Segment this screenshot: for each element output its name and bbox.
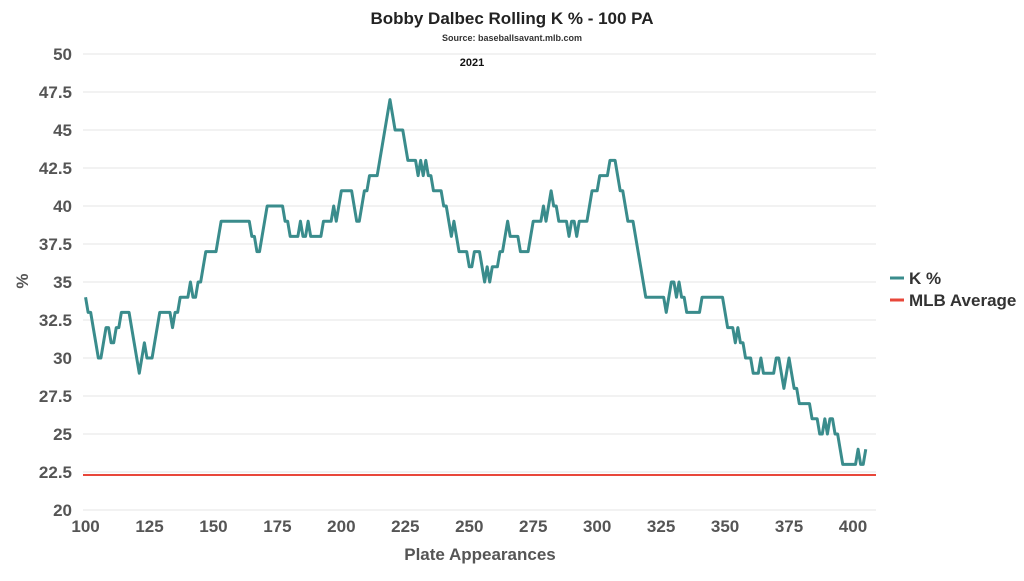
y-tick-label: 20 — [53, 501, 72, 520]
x-tick-label: 275 — [519, 517, 547, 536]
y-tick-label: 32.5 — [39, 311, 72, 330]
x-axis-ticks: 100 125 150 175 200 225 250 275 300 325 350 375 400 — [71, 517, 867, 536]
y-axis-label: % — [13, 273, 32, 288]
legend-label-mlb-average: MLB Average — [909, 291, 1016, 310]
y-axis-ticks: 20 22.5 25 27.5 30 32.5 35 37.5 40 42.5 45 47.5 50 — [39, 45, 72, 520]
x-tick-label: 125 — [135, 517, 163, 536]
x-tick-label: 200 — [327, 517, 355, 536]
chart-title: Bobby Dalbec Rolling K % - 100 PA — [370, 9, 653, 28]
y-tick-label: 25 — [53, 425, 72, 444]
y-tick-label: 40 — [53, 197, 72, 216]
x-tick-label: 225 — [391, 517, 419, 536]
chart-subtitle: 2021 — [460, 57, 484, 69]
y-tick-label: 27.5 — [39, 387, 72, 406]
series-k-pct-line — [84, 98, 868, 466]
y-tick-label: 50 — [53, 45, 72, 64]
legend: K % MLB Average — [890, 269, 1016, 310]
x-tick-label: 250 — [455, 517, 483, 536]
legend-label-k-pct: K % — [909, 269, 941, 288]
y-tick-label: 30 — [53, 349, 72, 368]
x-tick-label: 400 — [839, 517, 867, 536]
x-tick-label: 100 — [71, 517, 99, 536]
x-tick-label: 325 — [647, 517, 675, 536]
x-tick-label: 175 — [263, 517, 291, 536]
y-tick-label: 47.5 — [39, 83, 72, 102]
chart-source: Source: baseballsavant.mlb.com — [442, 33, 582, 43]
y-tick-label: 35 — [53, 273, 72, 292]
y-tick-label: 42.5 — [39, 159, 72, 178]
x-tick-label: 375 — [775, 517, 803, 536]
x-tick-label: 150 — [199, 517, 227, 536]
gridlines — [83, 53, 876, 511]
y-tick-label: 37.5 — [39, 235, 72, 254]
y-tick-label: 22.5 — [39, 463, 72, 482]
x-tick-label: 300 — [583, 517, 611, 536]
y-tick-label: 45 — [53, 121, 72, 140]
x-axis-label: Plate Appearances — [404, 545, 556, 564]
x-tick-label: 350 — [711, 517, 739, 536]
